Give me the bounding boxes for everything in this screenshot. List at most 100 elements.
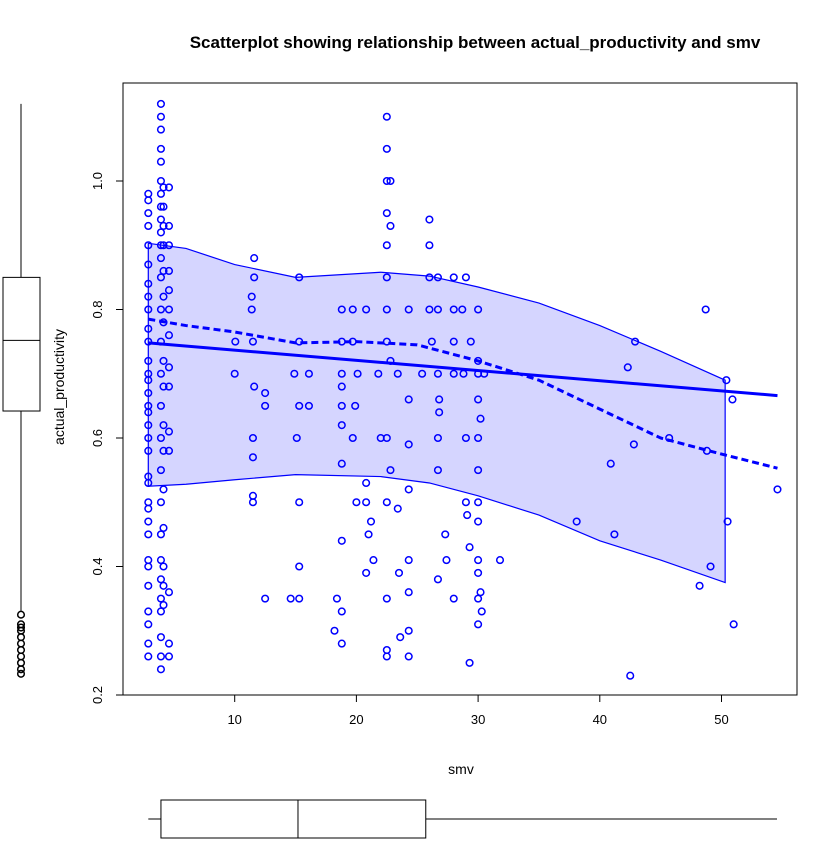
data-point — [156, 241, 165, 250]
data-point — [156, 607, 165, 616]
data-point — [353, 369, 362, 378]
data-point — [144, 356, 153, 365]
y-box-outlier — [16, 652, 26, 661]
x-tick-label: 40 — [593, 712, 607, 727]
data-point — [382, 144, 391, 153]
data-point — [337, 459, 346, 468]
data-point — [156, 228, 165, 237]
data-point — [164, 639, 174, 648]
data-point — [610, 530, 619, 539]
data-point — [337, 639, 346, 648]
data-point — [461, 273, 470, 282]
data-point — [425, 305, 434, 314]
data-point — [144, 324, 153, 333]
data-point — [144, 620, 153, 629]
data-point — [626, 671, 635, 680]
data-point — [159, 601, 168, 610]
data-point — [362, 478, 371, 488]
data-point — [348, 433, 357, 443]
y-box-outlier — [16, 645, 26, 655]
data-point — [304, 369, 313, 378]
data-point — [337, 369, 346, 378]
data-point — [382, 305, 391, 314]
data-point — [156, 157, 165, 166]
data-point — [156, 99, 165, 108]
fit-lines — [148, 317, 778, 470]
data-point — [164, 363, 174, 372]
data-point — [261, 388, 270, 398]
data-point — [164, 241, 174, 250]
data-point — [404, 652, 413, 661]
data-point — [442, 556, 451, 565]
data-point — [495, 556, 505, 565]
data-point — [156, 144, 165, 153]
data-point — [449, 273, 458, 282]
data-point — [156, 305, 165, 314]
x-tick-label: 30 — [471, 712, 485, 727]
data-point — [706, 562, 715, 571]
data-point — [292, 433, 301, 443]
marginal-boxplots — [2, 103, 777, 839]
data-point — [474, 594, 483, 603]
y-box-outlier — [16, 665, 26, 674]
data-point — [433, 575, 442, 584]
data-point — [404, 588, 413, 597]
x-tick-label: 50 — [714, 712, 728, 727]
data-point — [156, 176, 165, 186]
y-box-outlier — [16, 623, 26, 632]
data-point — [404, 556, 413, 565]
data-point — [382, 645, 391, 655]
y-box — [2, 276, 41, 412]
data-point — [348, 305, 357, 314]
data-point — [156, 466, 165, 475]
chart-title: Scatterplot showing relationship between… — [190, 33, 761, 52]
data-point — [156, 189, 165, 198]
data-point — [386, 221, 395, 231]
data-point — [449, 305, 458, 314]
data-point — [474, 466, 483, 475]
data-point — [773, 485, 782, 494]
data-point — [144, 472, 153, 481]
data-point — [386, 466, 395, 475]
data-point — [425, 241, 434, 250]
data-point — [396, 633, 405, 642]
y-tick-label: 0.6 — [90, 429, 105, 447]
data-point — [362, 305, 371, 314]
confidence-band — [147, 242, 726, 584]
data-point — [164, 427, 174, 436]
data-point — [159, 266, 168, 276]
data-point — [248, 433, 258, 443]
data-point — [362, 498, 371, 507]
data-point — [476, 588, 485, 597]
data-point — [248, 337, 258, 346]
data-point — [433, 433, 442, 443]
data-point — [474, 568, 483, 577]
data-point — [382, 652, 391, 661]
data-point — [629, 440, 638, 449]
data-point — [144, 369, 153, 378]
data-point — [474, 305, 483, 314]
data-point — [156, 369, 165, 378]
data-point — [722, 376, 731, 385]
data-point — [304, 401, 313, 410]
data-point — [404, 305, 413, 314]
data-point — [290, 369, 299, 378]
data-point — [144, 556, 153, 565]
data-point — [623, 363, 632, 372]
y-tick-label: 0.4 — [90, 557, 105, 575]
data-point — [156, 556, 165, 565]
x-axis-label: smv — [448, 761, 474, 777]
data-point — [572, 517, 581, 526]
data-point — [435, 395, 444, 404]
data-point — [386, 176, 395, 186]
data-point — [159, 241, 168, 250]
data-point — [476, 414, 485, 423]
data-point — [729, 620, 738, 629]
data-point — [393, 504, 402, 513]
data-point — [362, 568, 371, 577]
data-point — [382, 498, 391, 507]
data-point — [159, 221, 168, 231]
data-point — [156, 652, 165, 661]
data-point — [248, 498, 258, 507]
data-point — [449, 369, 458, 378]
